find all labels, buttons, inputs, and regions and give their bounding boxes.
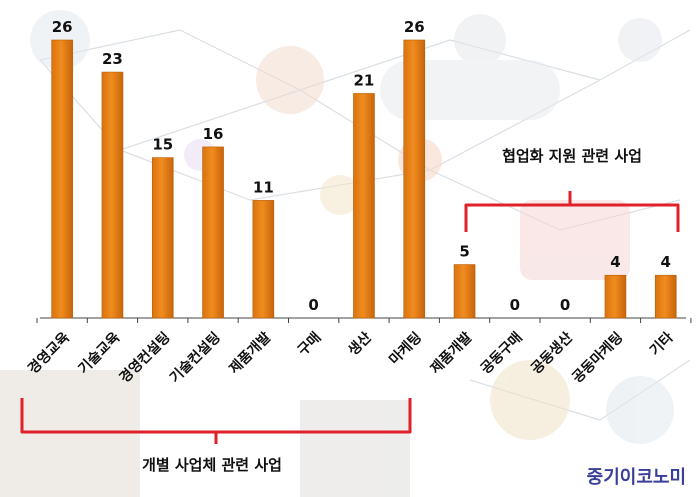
category-label: 공동마케팅 bbox=[569, 329, 627, 387]
category-label: 경영컨설팅 bbox=[116, 329, 174, 387]
bar-value-label: 4 bbox=[661, 253, 671, 271]
category-label: 제품개발 bbox=[226, 329, 275, 378]
publisher-logo: 중기이코노미 bbox=[586, 467, 686, 488]
bar bbox=[202, 146, 224, 319]
bar-value-label: 23 bbox=[102, 50, 123, 68]
category-label: 공동생산 bbox=[528, 329, 577, 378]
bar-value-label: 5 bbox=[459, 243, 469, 261]
bar-value-label: 11 bbox=[253, 178, 274, 196]
category-label: 구매 bbox=[295, 330, 325, 360]
category-label: 생산 bbox=[345, 329, 375, 359]
bar bbox=[151, 157, 174, 319]
bar-value-label: 15 bbox=[152, 136, 173, 154]
category-label: 기술컨설팅 bbox=[166, 329, 224, 387]
bar bbox=[654, 274, 677, 319]
bar bbox=[604, 274, 627, 319]
category-label: 경영교육 bbox=[25, 329, 74, 378]
bar-value-label: 26 bbox=[52, 18, 73, 36]
bar bbox=[403, 39, 426, 319]
bar bbox=[453, 264, 476, 319]
group-bracket-collaboration bbox=[464, 191, 680, 232]
bar-value-label: 0 bbox=[560, 296, 570, 314]
group-label-collaboration: 협업화 지원 관련 사업 bbox=[502, 147, 642, 165]
category-label: 공동구매 bbox=[478, 330, 526, 378]
bar-value-label: 0 bbox=[510, 296, 520, 314]
bar-value-label: 4 bbox=[610, 253, 620, 271]
group-bracket-individual bbox=[20, 398, 412, 444]
category-label: 마케팅 bbox=[386, 329, 425, 368]
category-label: 기술교육 bbox=[76, 329, 124, 377]
bar bbox=[252, 200, 275, 319]
bar-value-label: 16 bbox=[203, 125, 224, 143]
category-label: 기타 bbox=[647, 329, 677, 359]
bar-value-label: 0 bbox=[308, 296, 318, 314]
group-label-individual: 개별 사업체 관련 사업 bbox=[142, 456, 282, 474]
category-label: 제품개발 bbox=[427, 329, 476, 378]
bar bbox=[51, 39, 73, 319]
bar bbox=[101, 71, 124, 319]
bar-value-label: 26 bbox=[404, 18, 425, 36]
bar bbox=[353, 93, 375, 319]
bar-value-label: 21 bbox=[354, 71, 375, 89]
